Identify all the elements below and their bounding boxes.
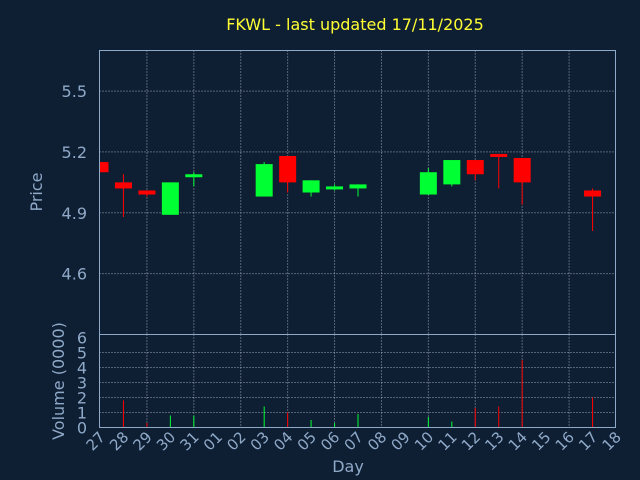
x-tick-label: 18 (599, 428, 625, 454)
candle-body (490, 153, 508, 157)
volume-y-tick-label: 2 (77, 389, 87, 408)
candle-body (138, 190, 156, 195)
x-tick-label: 12 (458, 428, 484, 454)
candle-body (161, 182, 179, 215)
price-y-tick-labels: 4.6 4.9 5.2 5.5 (62, 82, 87, 284)
x-tick-label: 02 (223, 428, 249, 454)
price-y-tick-label: 5.2 (62, 143, 87, 162)
x-tick-label: 03 (247, 428, 273, 454)
x-tick-label: 31 (176, 428, 202, 454)
x-tick-label: 30 (153, 428, 179, 454)
candle-body (349, 184, 367, 189)
candle-body (302, 180, 320, 193)
x-tick-label: 14 (505, 428, 531, 454)
x-tick-label: 11 (434, 428, 460, 454)
x-tick-label: 06 (317, 428, 343, 454)
x-tick-label: 16 (552, 428, 578, 454)
x-tick-label: 15 (528, 428, 554, 454)
price-y-tick-label: 5.5 (62, 82, 87, 101)
x-tick-label: 29 (130, 428, 156, 454)
volume-y-tick-label: 3 (77, 374, 87, 393)
volume-plot-frame (99, 334, 616, 428)
x-tick-label: 17 (575, 428, 601, 454)
volume-y-tick-label: 1 (77, 404, 87, 423)
candle-body (255, 164, 273, 197)
volume-y-tick-label: 6 (77, 329, 87, 348)
candle-body (114, 182, 132, 189)
x-tick-label: 01 (200, 428, 226, 454)
x-tick-labels: 2728293031010203040506070809101112131415… (83, 428, 625, 454)
candle-body (466, 160, 484, 175)
volume-bars (122, 360, 594, 428)
candle-body (584, 190, 602, 197)
candle-body (513, 158, 531, 183)
candle-body (185, 174, 203, 178)
x-tick-label: 07 (341, 428, 367, 454)
x-tick-label: 05 (294, 428, 320, 454)
x-axis-label: Day (332, 457, 364, 476)
candle-body (279, 155, 297, 183)
price-y-tick-label: 4.6 (62, 265, 87, 284)
candle-body (419, 172, 437, 195)
x-tick-label: 09 (388, 428, 414, 454)
x-tick-label: 08 (364, 428, 390, 454)
volume-y-tick-label: 5 (77, 344, 87, 363)
volume-y-tick-label: 4 (77, 359, 87, 378)
candle-body (99, 162, 109, 173)
chart-title: FKWL - last updated 17/11/2025 (226, 15, 484, 34)
x-tick-label: 10 (411, 428, 437, 454)
candle-body (443, 160, 461, 185)
volume-y-axis-label: Volume (0000) (49, 322, 68, 440)
volume-grid (99, 334, 616, 428)
volume-y-tick-label: 0 (77, 419, 87, 438)
price-y-tick-label: 4.9 (62, 204, 87, 223)
price-candles (99, 153, 602, 232)
x-tick-label: 04 (270, 428, 296, 454)
x-tick-label: 28 (106, 428, 132, 454)
x-tick-label: 13 (481, 428, 507, 454)
candle-body (326, 186, 344, 190)
price-y-axis-label: Price (27, 172, 46, 211)
